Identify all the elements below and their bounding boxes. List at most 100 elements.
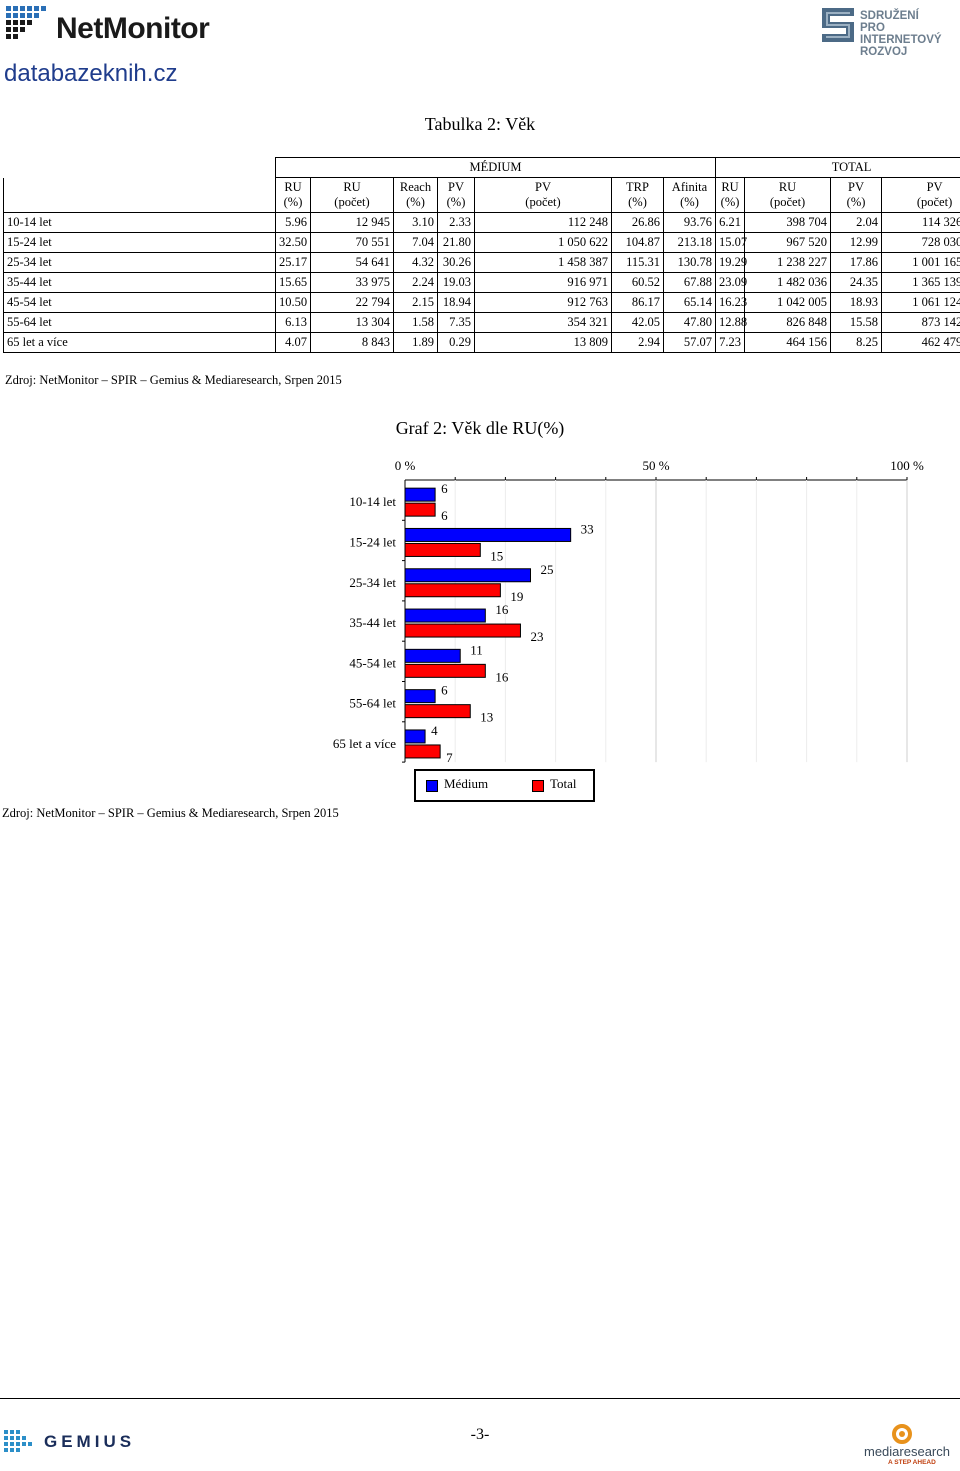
column-header-line2: (počet) (769, 195, 806, 209)
mediaresearch-logo-icon (892, 1424, 912, 1444)
column-header-line1: RU (284, 180, 302, 194)
table-cell: 57.07 (662, 332, 717, 353)
table-cell: 93.76 (662, 212, 717, 233)
bar-medium (404, 568, 531, 583)
table-cell: 112 248 (474, 212, 612, 233)
table-cell: 912 763 (474, 292, 612, 313)
bar-medium (404, 608, 486, 623)
bar-total (404, 542, 481, 557)
table-cell: 17.86 (830, 252, 883, 273)
spir-brand-text: SDRUŽENÍ PRO INTERNETOVÝ ROZVOJ (860, 10, 960, 58)
table-cell: 13 304 (310, 312, 394, 333)
data-label-total: 15 (490, 548, 503, 563)
chart-title: Graf 2: Věk dle RU(%) (395, 418, 565, 438)
table-cell: 19.03 (437, 272, 475, 293)
row-label: 45-54 let (3, 292, 276, 313)
table-cell: 23.09 (715, 272, 747, 293)
table-cell: 5.96 (275, 212, 311, 233)
column-header-line2: (%) (406, 195, 425, 209)
table-cell: 12.88 (715, 312, 747, 333)
table-cell: 464 156 (744, 332, 832, 353)
table-cell: 1 050 622 (474, 232, 612, 253)
row-label: 35-44 let (3, 272, 276, 293)
data-label-medium: 6 (441, 683, 448, 698)
mediaresearch-tagline: A STEP AHEAD (888, 1459, 936, 1466)
table-cell: 15.65 (275, 272, 311, 293)
table-row: 15-24 let 32.50 70 551 7.04 21.80 1 050 622 10… (3, 232, 960, 253)
age-bar-chart: 0 % 50 % 100 % 10-14 let 6 6 15-24 let 33 15 25-3… (333, 458, 924, 765)
table-cell: 21.80 (437, 232, 475, 253)
spir-logo-icon (822, 8, 854, 42)
netmonitor-logo-icon (6, 6, 46, 39)
bar-medium (404, 648, 461, 663)
legend-swatch-medium (426, 780, 438, 792)
row-label: 25-34 let (3, 252, 276, 273)
bar-medium (404, 689, 436, 704)
table-cell: 115.31 (611, 252, 664, 273)
legend-label-medium: Médium (444, 776, 489, 791)
chart-source: Zdroj: NetMonitor – SPIR – Gemius & Medi… (2, 806, 339, 820)
data-label-total: 19 (510, 589, 523, 604)
table-cell: 33 975 (310, 272, 394, 293)
row-label: 15-24 let (3, 232, 276, 253)
bar-medium (404, 487, 436, 502)
table-cell: 0.29 (437, 332, 475, 353)
row-label: 10-14 let (3, 212, 276, 233)
y-category-label: 15-24 let (349, 534, 396, 549)
column-header-line1: PV (448, 180, 464, 194)
table-body: 10-14 let 5.96 12 945 3.10 2.33 112 248 26.86 9… (3, 212, 960, 353)
bar-total (404, 623, 521, 638)
table-cell: 1.58 (393, 312, 438, 333)
column-header-3: PV (%) (437, 177, 475, 213)
table-cell: 18.93 (830, 292, 883, 313)
gemius-logo-icon (4, 1430, 32, 1452)
table-cell: 6.13 (275, 312, 311, 333)
row-label: 55-64 let (3, 312, 276, 333)
table-cell: 13 809 (474, 332, 612, 353)
column-header-2: Reach (%) (393, 177, 438, 213)
y-category-label: 35-44 let (349, 615, 396, 630)
table-cell: 15.58 (830, 312, 883, 333)
table-cell: 32.50 (275, 232, 311, 253)
table-row: 35-44 let 15.65 33 975 2.24 19.03 916 971 60.5… (3, 272, 960, 293)
table-cell: 826 848 (744, 312, 832, 333)
column-header-line2: (počet) (916, 195, 953, 209)
data-label-total: 7 (446, 750, 453, 765)
footer-divider (0, 1398, 960, 1399)
data-label-medium: 11 (470, 642, 483, 657)
table-cell: 398 704 (744, 212, 832, 233)
table-row: 55-64 let 6.13 13 304 1.58 7.35 354 321 42.05 4… (3, 312, 960, 333)
column-header-line2: (%) (720, 195, 740, 209)
y-category-label: 65 let a více (333, 736, 396, 751)
table-cell: 1 482 036 (744, 272, 832, 293)
column-header-line1: PV (535, 180, 551, 194)
column-header-line1: RU (721, 180, 739, 194)
bar-total (404, 663, 486, 678)
column-header-line1: RU (343, 180, 361, 194)
y-category-label: 25-34 let (349, 575, 396, 590)
x-tick-label: 100 % (890, 458, 924, 473)
table-cell: 4.32 (393, 252, 438, 273)
netmonitor-brand: NetMonitor (56, 12, 210, 45)
mediaresearch-brand: mediaresearch (864, 1444, 950, 1459)
table-cell: 67.88 (662, 272, 717, 293)
table-cell: 967 520 (744, 232, 832, 253)
table-cell: 8 843 (310, 332, 394, 353)
data-label-medium: 25 (541, 562, 554, 577)
table-cell: 2.04 (830, 212, 883, 233)
column-header-10: PV (počet) (881, 177, 960, 213)
column-header-0: RU (%) (275, 177, 311, 213)
table-cell: 47.80 (662, 312, 717, 333)
table-cell: 70 551 (310, 232, 394, 253)
y-category-label: 55-64 let (349, 696, 396, 711)
table-source: Zdroj: NetMonitor – SPIR – Gemius & Medi… (5, 373, 342, 387)
column-header-7: RU (%) (715, 177, 746, 213)
row-label: 65 let a více (3, 332, 276, 353)
table-cell: 42.05 (611, 312, 664, 333)
table-row: 25-34 let 25.17 54 641 4.32 30.26 1 458 387 11… (3, 252, 960, 273)
gemius-brand: GEMIUS (44, 1432, 136, 1451)
table-cell: 114 326 226 (881, 212, 960, 233)
x-tick-label: 0 % (395, 458, 416, 473)
column-header-line2: (počet) (525, 195, 561, 209)
data-label-total: 16 (495, 669, 509, 684)
